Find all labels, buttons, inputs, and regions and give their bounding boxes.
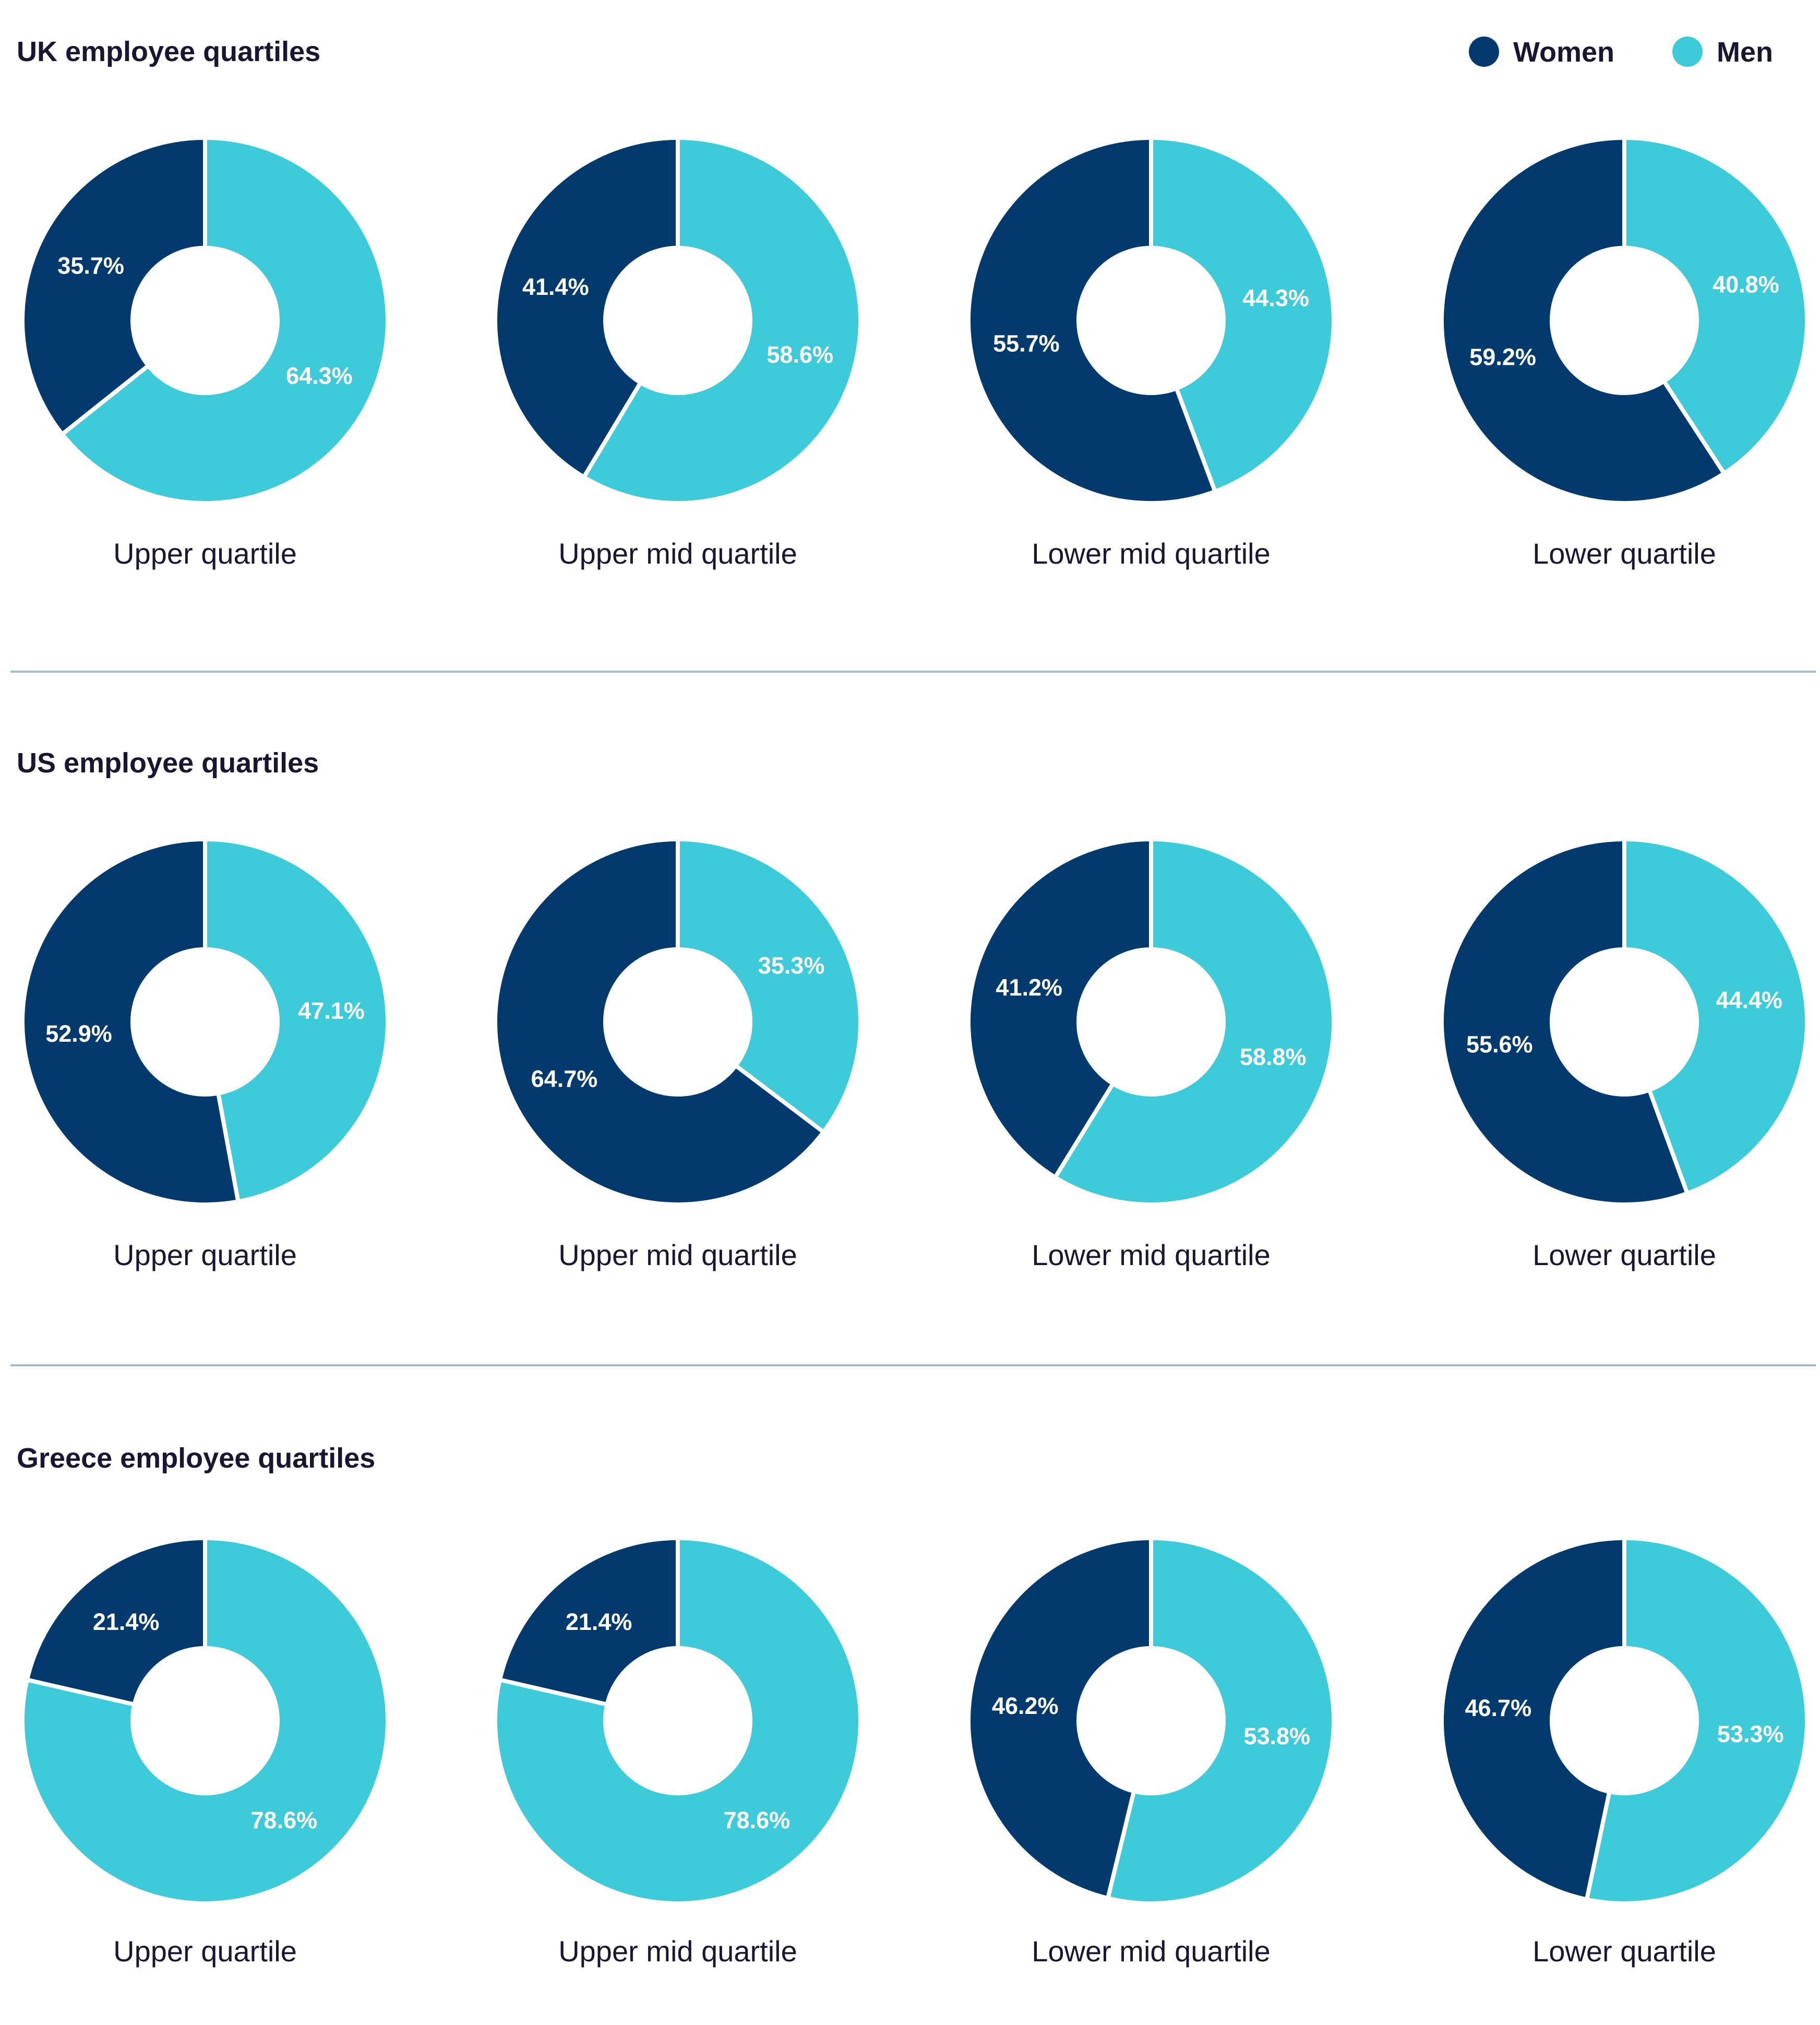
slice-men: [203, 837, 390, 1204]
data-label-women: 46.2%: [992, 1693, 1059, 1719]
data-label-women: 52.9%: [45, 1020, 112, 1047]
data-label-men: 44.4%: [1716, 986, 1782, 1013]
quartile-label: Lower mid quartile: [1032, 537, 1271, 570]
data-label-women: 41.2%: [996, 974, 1062, 1001]
quartile-label: Lower quartile: [1532, 1238, 1716, 1271]
quartile-label: Lower mid quartile: [1032, 1238, 1271, 1271]
donut-chart: 55.7% 44.3% Lower mid quartile: [966, 135, 1336, 570]
donut-chart: 35.7% 64.3% Upper quartile: [20, 135, 390, 570]
slice-men: [676, 837, 863, 1135]
donut-chart: 64.7% 35.3% Upper mid quartile: [493, 837, 863, 1271]
quartile-label: Lower mid quartile: [1032, 1935, 1271, 1968]
data-label-men: 35.3%: [758, 952, 825, 979]
data-label-women: 21.4%: [566, 1609, 632, 1635]
data-label-women: 46.7%: [1465, 1695, 1532, 1721]
slice-women: [966, 1535, 1153, 1901]
slice-women: [1440, 837, 1690, 1207]
donut-chart: 55.6% 44.4% Lower quartile: [1440, 837, 1809, 1271]
data-label-men: 78.6%: [724, 1807, 791, 1833]
data-label-women: 21.4%: [93, 1609, 160, 1635]
slice-women: [25, 1535, 207, 1707]
slice-women: [497, 1535, 680, 1707]
donut-chart: 59.2% 40.8% Lower quartile: [1440, 135, 1809, 570]
slice-women: [20, 135, 207, 437]
quartile-label: Lower quartile: [1532, 537, 1716, 570]
slice-men: [20, 1535, 390, 1905]
data-label-women: 35.7%: [57, 252, 124, 279]
donut-chart: 41.2% 58.8% Lower mid quartile: [966, 837, 1336, 1271]
slice-women: [966, 837, 1153, 1181]
slice-men: [1584, 1535, 1809, 1905]
data-label-men: 53.3%: [1717, 1721, 1784, 1747]
slice-women: [493, 135, 680, 480]
slice-men: [1149, 135, 1336, 494]
chart-group: US employee quartiles 52.9% 47.1% Upper qua…: [17, 747, 1809, 1271]
slice-women: [1440, 135, 1727, 505]
legend: Women Men: [1469, 37, 1773, 68]
quartile-label: Upper mid quartile: [558, 537, 797, 570]
data-label-women: 41.4%: [522, 273, 589, 300]
quartile-label: Upper quartile: [113, 537, 297, 570]
data-label-men: 47.1%: [298, 997, 365, 1024]
slice-men: [581, 135, 863, 505]
quartile-label: Upper mid quartile: [558, 1935, 797, 1968]
data-label-women: 55.6%: [1466, 1031, 1533, 1058]
slice-men: [1052, 837, 1336, 1207]
data-label-men: 78.6%: [251, 1807, 318, 1833]
data-label-women: 64.7%: [531, 1065, 598, 1092]
data-label-men: 58.8%: [1240, 1043, 1307, 1070]
chart-group: UK employee quartiles 35.7% 64.3% Upper qua…: [17, 36, 1809, 570]
data-label-women: 59.2%: [1469, 343, 1536, 370]
slice-men: [1105, 1535, 1336, 1905]
donut-chart: 41.4% 58.6% Upper mid quartile: [493, 135, 863, 570]
data-label-men: 64.3%: [286, 363, 353, 389]
quartile-label: Upper quartile: [113, 1238, 297, 1271]
slice-women: [1440, 1535, 1626, 1902]
chart-title: Greece employee quartiles: [17, 1443, 375, 1474]
legend-men-label: Men: [1717, 37, 1773, 68]
slice-women: [966, 135, 1218, 505]
slice-men: [59, 135, 390, 505]
data-label-men: 53.8%: [1243, 1723, 1310, 1749]
legend-women-label: Women: [1513, 37, 1614, 68]
slice-men: [493, 1535, 863, 1905]
chart-title: US employee quartiles: [17, 747, 319, 779]
donut-chart: 21.4% 78.6% Upper quartile: [20, 1535, 390, 1968]
donut-chart: 46.7% 53.3% Lower quartile: [1440, 1535, 1809, 1968]
chart-title: UK employee quartiles: [17, 36, 320, 67]
data-label-women: 55.7%: [993, 330, 1060, 356]
slice-women: [20, 837, 241, 1207]
legend-men-swatch: [1672, 37, 1703, 67]
quartile-label: Lower quartile: [1532, 1935, 1716, 1968]
donut-chart: 21.4% 78.6% Upper mid quartile: [493, 1535, 863, 1968]
legend-women-swatch: [1469, 37, 1499, 67]
chart-group: Greece employee quartiles 21.4% 78.6% Upper…: [17, 1443, 1809, 1968]
donut-chart: 46.2% 53.8% Lower mid quartile: [966, 1535, 1336, 1968]
data-label-men: 44.3%: [1242, 285, 1309, 312]
quartile-label: Upper mid quartile: [558, 1238, 797, 1271]
data-label-men: 40.8%: [1713, 271, 1779, 298]
data-label-men: 58.6%: [767, 341, 833, 368]
slice-women: [493, 837, 827, 1207]
slice-men: [1622, 837, 1809, 1196]
donut-chart: 52.9% 47.1% Upper quartile: [20, 837, 390, 1271]
quartile-label: Upper quartile: [113, 1935, 297, 1968]
